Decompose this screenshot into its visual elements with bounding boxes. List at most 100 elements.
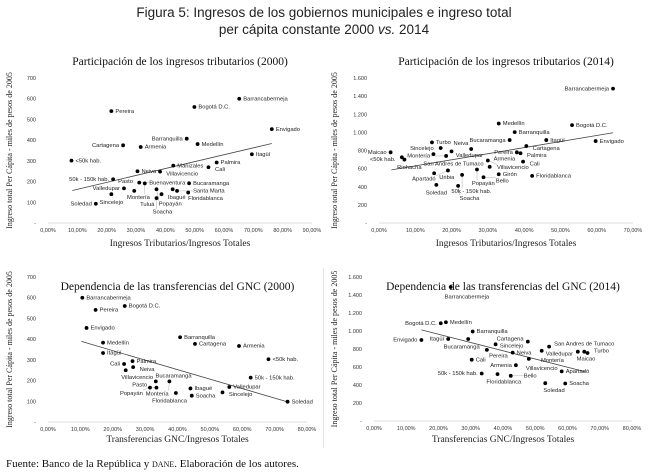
data-point: [153, 379, 158, 384]
data-point: [419, 338, 424, 342]
data-point: [175, 188, 179, 193]
point-label: Medellín: [450, 320, 472, 326]
data-point: [493, 342, 498, 347]
panel-divider: [323, 268, 324, 448]
data-point: [514, 363, 518, 368]
data-point: [526, 357, 531, 361]
point-label: Pereira: [115, 109, 134, 115]
data-point: [585, 351, 590, 355]
x-tick-label: 0,00%: [40, 427, 56, 433]
point-label: 50k - 150k hab.: [255, 375, 295, 381]
y-tick-label: 500: [27, 117, 36, 123]
data-point: [514, 150, 519, 155]
point-label: Valledupar: [233, 385, 260, 391]
x-tick-label: 0,00%: [40, 228, 56, 234]
data-point: [469, 147, 474, 151]
x-tick-label: 80,00%: [298, 427, 317, 433]
y-tick-label: 200: [353, 401, 362, 407]
x-tick-label: 20,00%: [103, 427, 122, 433]
x-tick-label: 40,00%: [168, 427, 187, 433]
point-label: Cartagena: [533, 146, 561, 152]
point-label: Barrancabermeja: [86, 295, 131, 301]
trend-line: [391, 132, 614, 171]
data-point: [525, 339, 530, 344]
point-label: Popayán: [472, 181, 495, 187]
point-label: Soledad: [71, 201, 92, 207]
point-label: Bucaramanga: [444, 345, 481, 351]
point-label: Cartagena: [199, 342, 227, 348]
point-label: Neiva: [141, 169, 157, 175]
trend-line: [421, 329, 586, 373]
data-point: [570, 123, 574, 128]
y-tick-label: 200: [358, 203, 367, 209]
y-tick-label: 400: [353, 383, 362, 389]
x-tick-label: 60,00%: [587, 228, 606, 234]
point-label: Manizales: [177, 163, 203, 169]
point-label: Turbo: [436, 140, 451, 146]
data-point: [171, 163, 176, 168]
y-tick-label: 1.400: [348, 293, 362, 299]
data-point: [154, 385, 159, 390]
data-point: [479, 371, 484, 376]
x-tick-label: 50,00%: [185, 228, 204, 234]
y-tick-label: 600: [358, 167, 367, 173]
x-axis-label: Transferencias GNC/Ingresos Totales: [106, 434, 249, 445]
point-label: Turbo: [594, 349, 609, 355]
point-label: San Andres de Tumaco: [554, 341, 614, 347]
y-tick-label: 100: [27, 399, 36, 405]
point-label: Medellín: [107, 340, 129, 346]
figure-title-line2a: per cápita constante 2000: [218, 22, 379, 37]
data-point: [206, 165, 211, 170]
chart-title: Dependencia de las transferencias del GN…: [61, 281, 295, 293]
data-point: [539, 348, 544, 353]
data-point: [154, 196, 159, 201]
y-tick-label: 800: [358, 149, 367, 155]
point-label: Cali: [476, 357, 486, 363]
data-point: [109, 109, 114, 114]
point-label: Soledad: [292, 399, 313, 405]
data-point: [543, 381, 548, 386]
data-point: [611, 86, 615, 91]
point-label: Valledupar: [546, 351, 573, 357]
data-point: [84, 326, 89, 330]
point-label: Palmira: [136, 359, 156, 365]
data-point: [167, 379, 172, 384]
data-point: [93, 201, 98, 206]
x-axis-label: Ingresos Tributarios/Ingresos Totales: [436, 239, 577, 249]
x-tick-label: 60,00%: [233, 427, 252, 433]
point-label: Itagüí: [550, 138, 565, 144]
x-tick-label: 60,00%: [558, 426, 577, 432]
point-label: Floridablanca: [152, 399, 188, 405]
label-leader-line: [435, 170, 449, 177]
data-point: [444, 320, 448, 325]
y-tick-label: -: [34, 221, 36, 227]
data-point: [481, 175, 486, 180]
x-tick-label: 50,00%: [551, 228, 570, 234]
data-point: [449, 149, 454, 154]
data-point: [456, 183, 461, 188]
point-label: Girón: [503, 172, 517, 178]
point-label: Neiva: [140, 367, 156, 373]
data-point: [469, 357, 474, 362]
point-label: Armenia: [145, 145, 167, 151]
point-label: Villavicencio: [526, 366, 558, 372]
point-label: Valledupar: [93, 186, 120, 192]
point-label: San Andres de Tumaco: [423, 161, 483, 167]
y-tick-label: 1.200: [348, 311, 362, 317]
point-label: Itagüí: [107, 351, 122, 357]
x-tick-label: 10,00%: [71, 427, 90, 433]
data-point: [559, 369, 564, 374]
point-label: Sincelejo: [229, 392, 253, 398]
x-axis-label: Transferencias GNC/Ingresos Totales: [432, 434, 575, 445]
point-label: Barrancabermeja: [565, 86, 610, 92]
point-label: Envigado: [91, 326, 115, 332]
y-tick-label: 600: [353, 365, 362, 371]
figure-title-line2b: 2014: [395, 22, 430, 37]
point-label: Medellín: [503, 121, 525, 127]
point-label: Cali: [215, 167, 225, 173]
figure-title: Figura 5: Ingresos de los gobiernos muni…: [0, 4, 648, 38]
x-tick-label: 20,00%: [442, 228, 461, 234]
data-point: [237, 96, 242, 101]
y-tick-label: 1.600: [353, 76, 367, 82]
y-tick-label: 100: [27, 200, 36, 206]
